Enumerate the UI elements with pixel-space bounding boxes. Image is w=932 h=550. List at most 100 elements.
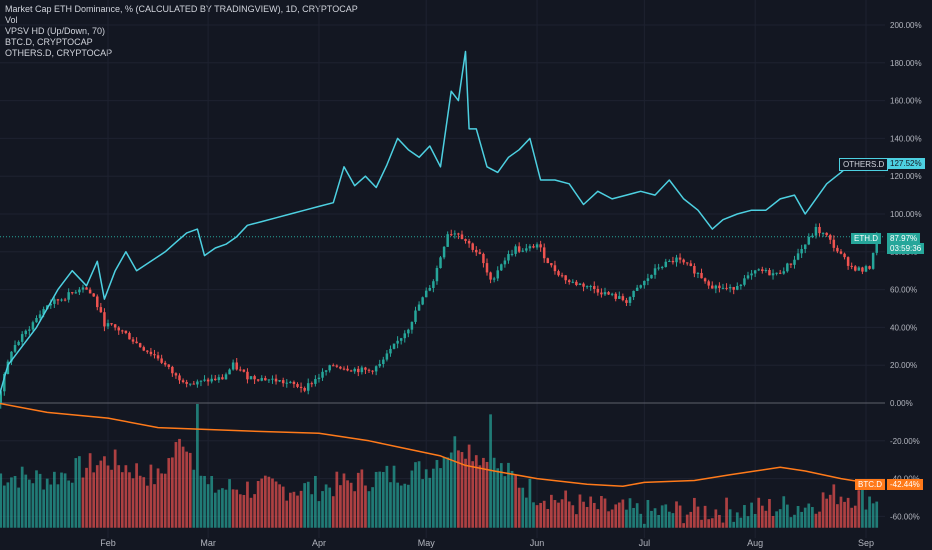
chart-legend: Market Cap ETH Dominance, % (CALCULATED … bbox=[5, 4, 358, 59]
volume-bar bbox=[2, 485, 6, 528]
candle-body bbox=[188, 383, 192, 385]
candle-body bbox=[10, 351, 13, 362]
candle-body bbox=[846, 257, 850, 266]
volume-bar bbox=[303, 483, 307, 528]
volume-bar bbox=[760, 505, 764, 528]
volume-bar bbox=[428, 477, 432, 528]
volume-bar bbox=[789, 517, 793, 528]
candle-body bbox=[435, 268, 439, 282]
candle-body bbox=[74, 292, 78, 294]
volume-bar bbox=[81, 477, 85, 528]
candle-body bbox=[553, 265, 557, 272]
volume-bar bbox=[510, 470, 514, 528]
volume-bar bbox=[228, 479, 231, 528]
candle-body bbox=[585, 286, 589, 288]
volume-bar bbox=[249, 497, 253, 528]
candle-body bbox=[603, 292, 607, 295]
candle-body bbox=[289, 381, 292, 383]
volume-bar bbox=[106, 465, 110, 528]
candle-body bbox=[28, 329, 31, 331]
volume-bar bbox=[242, 495, 246, 528]
volume-bar bbox=[517, 487, 521, 528]
volume-bar bbox=[10, 477, 13, 528]
candle-body bbox=[857, 267, 861, 271]
volume-bar bbox=[775, 511, 778, 528]
volume-bar bbox=[410, 470, 414, 528]
volume-bar bbox=[203, 475, 206, 528]
y-tick-label: 200.00% bbox=[890, 21, 922, 30]
candle-body bbox=[92, 293, 95, 297]
volume-bar bbox=[653, 508, 657, 528]
volume-bar bbox=[196, 403, 199, 528]
candle-body bbox=[249, 376, 253, 380]
volume-bar bbox=[120, 472, 124, 528]
candle-body bbox=[360, 367, 364, 373]
candle-body bbox=[235, 362, 238, 370]
volume-bar bbox=[246, 481, 249, 528]
volume-bar bbox=[432, 468, 435, 528]
volume-bar bbox=[128, 472, 131, 528]
candle-body bbox=[614, 293, 617, 299]
candle-body bbox=[256, 379, 260, 381]
candle-body bbox=[868, 266, 871, 269]
candle-body bbox=[600, 292, 603, 295]
volume-bar bbox=[145, 485, 149, 528]
candle-body bbox=[149, 351, 153, 355]
candle-body bbox=[317, 377, 321, 380]
candle-body bbox=[453, 233, 457, 235]
volume-bar bbox=[188, 452, 192, 528]
volume-bar bbox=[671, 513, 675, 528]
candle-body bbox=[693, 266, 696, 274]
volume-bar bbox=[95, 465, 99, 528]
volume-bar bbox=[821, 492, 825, 528]
candle-body bbox=[628, 297, 632, 303]
candle-body bbox=[192, 383, 196, 385]
candle-body bbox=[321, 371, 324, 378]
eth-candles bbox=[0, 223, 878, 409]
volume-bar bbox=[217, 489, 221, 528]
candle-body bbox=[349, 370, 353, 372]
candle-body bbox=[446, 234, 449, 247]
candle-body bbox=[153, 354, 156, 356]
candle-body bbox=[542, 247, 546, 259]
volume-bar bbox=[135, 463, 138, 528]
volume-bar bbox=[17, 487, 20, 528]
volume-bar bbox=[138, 475, 142, 528]
volume-bar bbox=[682, 523, 686, 528]
candle-body bbox=[24, 330, 28, 335]
volume-bar bbox=[296, 495, 299, 528]
candle-body bbox=[281, 380, 285, 384]
candle-body bbox=[382, 359, 385, 364]
volume-bar bbox=[331, 496, 335, 528]
volume-bar bbox=[238, 494, 242, 528]
volume-bar bbox=[778, 509, 782, 528]
legend-vol: Vol bbox=[5, 15, 18, 25]
others-price-value: 127.52% bbox=[887, 158, 925, 169]
volume-bar bbox=[360, 469, 364, 528]
volume-bar bbox=[803, 507, 807, 528]
candle-body bbox=[675, 257, 678, 263]
volume-bar bbox=[224, 489, 228, 528]
candle-body bbox=[696, 272, 700, 274]
candle-body bbox=[299, 386, 303, 389]
candle-body bbox=[825, 232, 828, 236]
candle-body bbox=[199, 380, 203, 382]
volume-bar bbox=[818, 511, 821, 528]
others-d-line bbox=[0, 50, 871, 396]
volume-bar bbox=[185, 451, 189, 528]
volume-bar bbox=[589, 496, 593, 528]
candle-body bbox=[596, 288, 600, 293]
candle-body bbox=[828, 235, 832, 240]
candle-body bbox=[135, 341, 138, 344]
candle-body bbox=[478, 252, 482, 254]
candle-body bbox=[467, 240, 471, 244]
candle-body bbox=[96, 296, 99, 308]
others-price-label: OTHERS.D bbox=[839, 158, 889, 171]
candle-body bbox=[861, 267, 864, 272]
volume-bar bbox=[124, 465, 128, 528]
candle-body bbox=[871, 252, 875, 269]
volume-bar bbox=[496, 468, 500, 528]
y-tick-label: 20.00% bbox=[890, 361, 917, 370]
volume-bar bbox=[371, 487, 374, 528]
